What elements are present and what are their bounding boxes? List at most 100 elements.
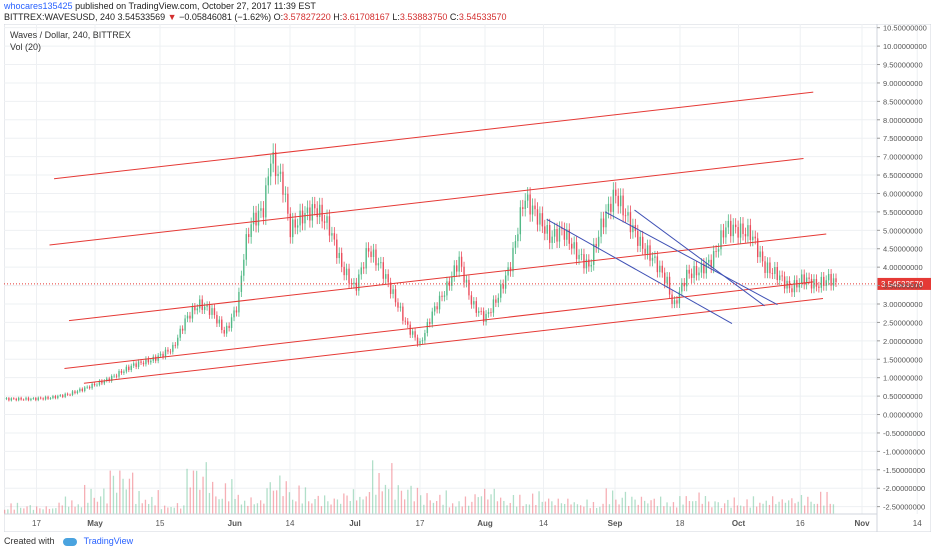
volume-bar xyxy=(349,500,351,514)
candle-body xyxy=(681,282,683,292)
volume-bar xyxy=(714,501,716,514)
price-chart[interactable]: 3.54533570 Waves / Dollar, 240, BITTREX … xyxy=(4,24,931,532)
candle-body xyxy=(473,301,475,305)
chart-title: Waves / Dollar, 240, BITTREX xyxy=(10,30,131,40)
candle-body xyxy=(703,263,705,274)
candle-body xyxy=(727,220,730,228)
volume-bar xyxy=(612,490,614,514)
volume-bar xyxy=(733,497,735,514)
volume-bar xyxy=(781,499,783,514)
candle-body xyxy=(370,251,372,257)
candle-body xyxy=(776,267,778,281)
candle-body xyxy=(223,330,225,334)
price-axis-label: 5.00000000 xyxy=(883,226,923,235)
high-value: 3.61708167 xyxy=(342,12,390,22)
candle-body xyxy=(326,216,328,223)
candle-body xyxy=(460,256,463,267)
volume-bar xyxy=(484,488,486,514)
candle-body xyxy=(348,268,350,284)
candle-body xyxy=(304,213,306,224)
volume-bar xyxy=(327,501,329,514)
price-axis-label: 9.50000000 xyxy=(883,61,923,70)
volume-bar xyxy=(333,498,335,514)
volume-bar xyxy=(439,494,441,514)
candle-body xyxy=(15,398,17,401)
candle-body xyxy=(571,243,573,249)
candle-body xyxy=(140,361,142,363)
candle-body xyxy=(553,229,556,237)
volume-bar xyxy=(685,496,687,514)
candle-body xyxy=(130,365,132,371)
candle-body xyxy=(328,216,331,236)
volume-bar xyxy=(87,502,89,514)
candle-body xyxy=(208,305,211,315)
candle-body xyxy=(22,399,25,401)
red-channel-line xyxy=(53,91,814,180)
volume-bar xyxy=(756,506,758,514)
candle-body xyxy=(155,356,157,361)
candle-body xyxy=(125,366,128,372)
candle-body xyxy=(698,272,700,276)
candle-body xyxy=(289,213,292,238)
candle-body xyxy=(358,274,360,291)
candle-body xyxy=(779,275,781,281)
candle-body xyxy=(666,276,668,284)
volume-bar xyxy=(260,500,262,514)
volume-bar xyxy=(375,494,377,514)
volume-bar xyxy=(788,500,790,514)
time-axis-label: 17 xyxy=(32,519,41,528)
candle-body xyxy=(238,291,240,313)
candle-body xyxy=(64,393,66,397)
volume-bar xyxy=(164,505,166,514)
candle-body xyxy=(566,229,568,240)
volume-bar xyxy=(573,502,575,514)
volume-bar xyxy=(628,505,630,514)
volume-bar xyxy=(125,489,127,514)
blue-trend-line xyxy=(634,209,765,307)
candle-body xyxy=(294,219,296,228)
volume-bar xyxy=(112,475,115,514)
candle-body xyxy=(710,259,712,268)
volume-bar xyxy=(196,470,198,514)
candle-body xyxy=(526,194,529,201)
volume-bar xyxy=(74,506,76,514)
volume-bar xyxy=(653,498,655,514)
volume-bar xyxy=(580,505,582,514)
volume-bar xyxy=(343,493,345,514)
candle-body xyxy=(270,163,272,177)
candle-body xyxy=(409,324,411,335)
username-link[interactable]: whocares135425 xyxy=(4,1,73,11)
candle-body xyxy=(686,269,688,287)
candle-body xyxy=(781,275,783,277)
candle-body xyxy=(333,233,336,240)
volume-bar xyxy=(205,462,207,514)
candle-body xyxy=(84,387,86,391)
candle-body xyxy=(534,205,536,210)
volume-bar xyxy=(394,499,396,514)
volume-bar xyxy=(810,501,812,514)
candle-body xyxy=(644,248,646,254)
volume-bar xyxy=(660,496,662,514)
volume-bar xyxy=(356,500,358,514)
candle-body xyxy=(79,388,81,392)
volume-bar xyxy=(308,501,310,514)
candle-body xyxy=(257,210,260,226)
last-price-tag-text: 3.54533570 xyxy=(881,280,924,289)
candle-body xyxy=(150,360,152,363)
candle-body xyxy=(311,204,314,221)
candle-body xyxy=(619,195,622,207)
volume-bar xyxy=(778,501,780,514)
candle-body xyxy=(615,189,617,196)
price-axis: 10.50000000 10.00000000 9.50000000 9.000000… xyxy=(877,24,927,512)
candle-body xyxy=(791,288,793,293)
time-axis-label: 15 xyxy=(156,519,165,528)
candle-body xyxy=(514,241,517,248)
volume-bar xyxy=(314,499,316,514)
tradingview-link[interactable]: TradingView xyxy=(83,536,134,546)
price-axis-label: 10.50000000 xyxy=(883,24,927,33)
candle-body xyxy=(595,243,597,247)
footer: Created with TradingView xyxy=(4,534,133,548)
candle-body xyxy=(700,263,703,273)
volume-bar xyxy=(362,499,364,514)
price-axis-label: 3.00000000 xyxy=(883,300,923,309)
